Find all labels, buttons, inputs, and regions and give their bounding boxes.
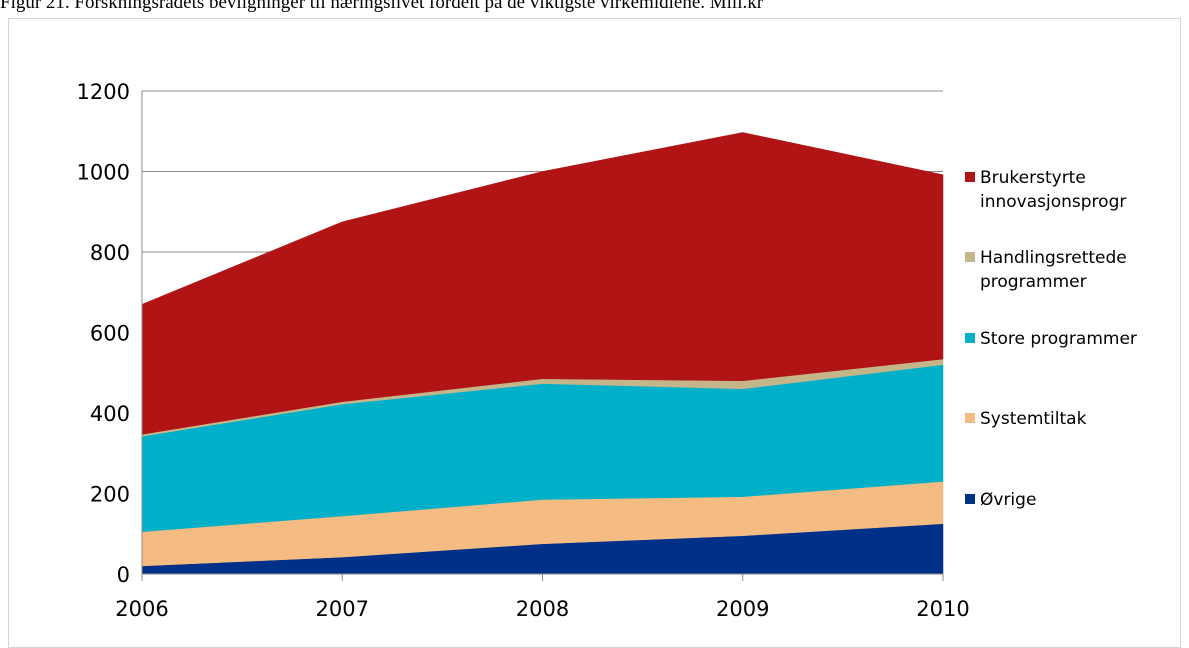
legend-label: Systemtiltak: [980, 409, 1087, 429]
legend-label: programmer: [980, 272, 1087, 292]
y-tick-label: 0: [117, 563, 130, 587]
legend-swatch: [965, 333, 975, 343]
y-tick-label: 600: [90, 322, 130, 346]
y-tick-label: 1000: [77, 161, 130, 185]
y-tick-label: 800: [90, 241, 130, 265]
legend-item-store-programmer: Store programmer: [965, 329, 1137, 349]
area-brukerstyrte-innovasjonsprogr: [141, 132, 944, 435]
legend-item-ovrige: Øvrige: [965, 490, 1036, 510]
legend: Brukerstyrte innovasjonsprogr Handlingsret…: [965, 168, 1137, 510]
legend-swatch: [965, 252, 975, 262]
x-tick-label: 2009: [716, 597, 769, 621]
legend-item-brukerstyrte-innovasjonsprogr: Brukerstyrte innovasjonsprogr: [965, 168, 1126, 212]
x-tick-label: 2007: [316, 597, 369, 621]
area-series: [141, 132, 944, 575]
x-tick-label: 2006: [115, 597, 168, 621]
legend-swatch: [965, 413, 975, 423]
legend-item-systemtiltak: Systemtiltak: [965, 409, 1087, 429]
legend-label: Handlingsrettede: [980, 248, 1127, 268]
legend-swatch: [965, 172, 975, 182]
y-tick-label: 200: [90, 483, 130, 507]
y-tick-label: 400: [90, 402, 130, 426]
legend-label: innovasjonsprogr: [980, 192, 1126, 212]
legend-swatch: [965, 494, 975, 504]
x-tick-label: 2010: [916, 597, 969, 621]
figure-caption: Figur 21. Forskningsrådets bevilgninger …: [0, 0, 764, 13]
legend-label: Store programmer: [980, 329, 1137, 349]
axes: 0 200 400 600 800 1000 1200 2006 2007 2008 2009 201…: [77, 80, 970, 621]
legend-label: Øvrige: [980, 490, 1036, 510]
y-tick-label: 1200: [77, 80, 130, 104]
legend-label: Brukerstyrte: [980, 168, 1086, 188]
legend-item-handlingsrettede-programmer: Handlingsrettede programmer: [965, 248, 1127, 292]
x-tick-label: 2008: [516, 597, 569, 621]
